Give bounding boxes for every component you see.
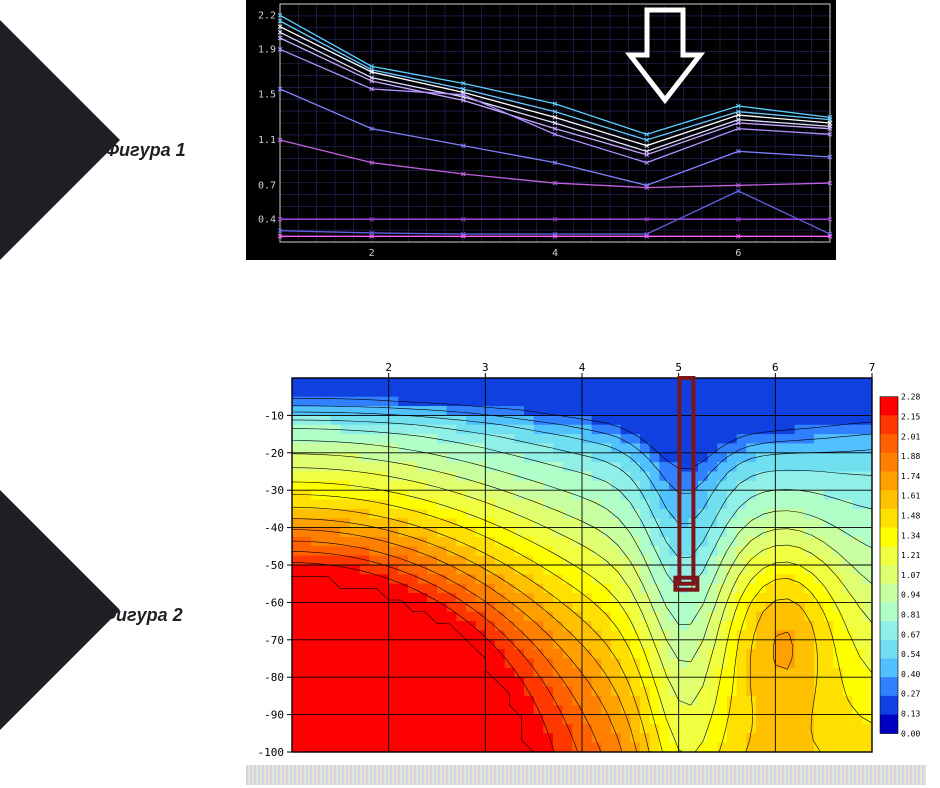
figure2-label: Фигура 2 bbox=[102, 605, 183, 626]
svg-text:3: 3 bbox=[482, 361, 489, 374]
svg-text:1.07: 1.07 bbox=[901, 571, 920, 580]
svg-text:0.00: 0.00 bbox=[901, 729, 920, 738]
svg-text:0.94: 0.94 bbox=[901, 591, 920, 600]
svg-text:5: 5 bbox=[675, 361, 682, 374]
svg-text:-30: -30 bbox=[264, 484, 284, 497]
svg-text:-90: -90 bbox=[264, 709, 284, 722]
noise-strip bbox=[246, 765, 926, 785]
svg-text:-40: -40 bbox=[264, 522, 284, 535]
svg-text:0.67: 0.67 bbox=[901, 630, 920, 639]
svg-text:1.21: 1.21 bbox=[901, 551, 920, 560]
svg-text:6: 6 bbox=[735, 248, 741, 259]
figure1-label-block: Фигура 1 bbox=[0, 20, 220, 260]
svg-text:2.2: 2.2 bbox=[258, 10, 276, 21]
svg-text:-20: -20 bbox=[264, 447, 284, 460]
svg-text:7: 7 bbox=[869, 361, 876, 374]
svg-text:-100: -100 bbox=[258, 746, 285, 759]
svg-text:6: 6 bbox=[772, 361, 779, 374]
svg-text:-10: -10 bbox=[264, 409, 284, 422]
svg-text:0.54: 0.54 bbox=[901, 650, 920, 659]
chart2-contour-plot: 2 3 4 5 6 7 -10 -20 -30 -40 -50 -60 -70 -80 -90 -100 2.2… bbox=[246, 360, 926, 760]
svg-text:2.15: 2.15 bbox=[901, 413, 920, 422]
svg-text:0.81: 0.81 bbox=[901, 611, 920, 620]
svg-text:1.1: 1.1 bbox=[258, 135, 276, 146]
chart1-line-plot: 0.4 0.7 1.1 1.5 1.9 2.2 2 4 6 bbox=[246, 0, 836, 260]
svg-text:1.9: 1.9 bbox=[258, 44, 276, 55]
svg-text:2: 2 bbox=[369, 248, 375, 259]
svg-text:-70: -70 bbox=[264, 634, 284, 647]
svg-text:2: 2 bbox=[385, 361, 392, 374]
svg-text:0.40: 0.40 bbox=[901, 670, 920, 679]
svg-text:0.4: 0.4 bbox=[258, 214, 276, 225]
svg-text:1.34: 1.34 bbox=[901, 531, 920, 540]
svg-text:4: 4 bbox=[579, 361, 586, 374]
figure2-label-block: Фигура 2 bbox=[0, 490, 220, 730]
svg-text:2.28: 2.28 bbox=[901, 393, 920, 402]
chart2-area: 2 3 4 5 6 7 -10 -20 -30 -40 -50 -60 -70 -80 -90 -100 2.2… bbox=[246, 360, 926, 760]
svg-text:0.13: 0.13 bbox=[901, 710, 920, 719]
svg-text:1.88: 1.88 bbox=[901, 452, 920, 461]
svg-text:-50: -50 bbox=[264, 559, 284, 572]
svg-text:-60: -60 bbox=[264, 596, 284, 609]
svg-text:4: 4 bbox=[552, 248, 558, 259]
svg-text:1.74: 1.74 bbox=[901, 472, 920, 481]
chart1-area: 0.4 0.7 1.1 1.5 1.9 2.2 2 4 6 bbox=[246, 0, 836, 260]
svg-text:1.61: 1.61 bbox=[901, 492, 920, 501]
figure1-label: Фигура 1 bbox=[105, 140, 186, 161]
svg-text:1.48: 1.48 bbox=[901, 512, 920, 521]
svg-text:2.01: 2.01 bbox=[901, 432, 920, 441]
svg-text:-80: -80 bbox=[264, 671, 284, 684]
svg-text:0.7: 0.7 bbox=[258, 180, 276, 191]
svg-text:1.5: 1.5 bbox=[258, 90, 276, 101]
svg-text:0.27: 0.27 bbox=[901, 690, 920, 699]
pentagon-shape-1 bbox=[0, 20, 120, 260]
